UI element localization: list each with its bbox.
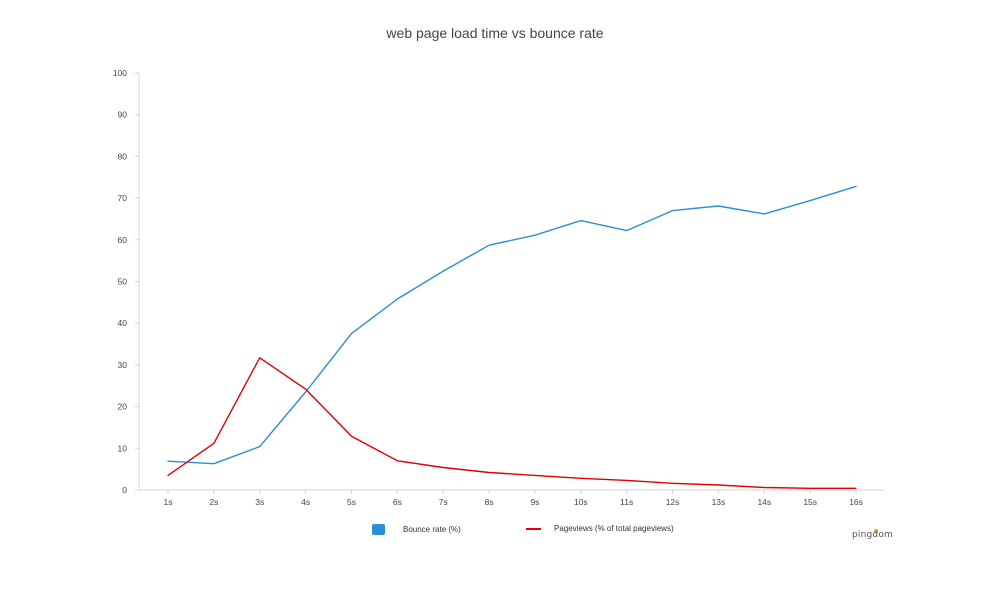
data-point-s1-7s bbox=[442, 466, 444, 468]
series-line-0 bbox=[167, 185, 857, 465]
x-tick-label-7s: 7s bbox=[439, 497, 448, 507]
y-tick-label-90: 90 bbox=[118, 110, 128, 120]
data-point-s0-6s bbox=[396, 298, 398, 300]
legend-label-bounce-rate: Bounce rate (%) bbox=[403, 525, 461, 534]
data-point-s1-2s bbox=[213, 442, 215, 444]
x-tick-label-5s: 5s bbox=[347, 497, 356, 507]
y-tick-label-70: 70 bbox=[118, 193, 128, 203]
data-point-s1-1s bbox=[167, 474, 169, 476]
y-tick-label-80: 80 bbox=[118, 151, 128, 161]
data-point-s1-6s bbox=[396, 460, 398, 462]
data-point-s1-9s bbox=[534, 474, 536, 476]
x-tick-label-14s: 14s bbox=[757, 497, 771, 507]
data-point-s0-7s bbox=[442, 270, 444, 272]
chart-legend: Bounce rate (%) Pageviews (% of total pa… bbox=[0, 524, 1000, 544]
y-tick-label-20: 20 bbox=[118, 402, 128, 412]
data-point-s0-13s bbox=[717, 205, 719, 207]
legend-swatch-bounce-rate bbox=[372, 524, 385, 535]
data-point-s0-8s bbox=[488, 244, 490, 246]
data-point-s0-4s bbox=[304, 391, 306, 393]
x-tick-label-6s: 6s bbox=[393, 497, 402, 507]
x-tick-label-2s: 2s bbox=[209, 497, 218, 507]
x-tick-label-15s: 15s bbox=[803, 497, 817, 507]
y-tick-label-0: 0 bbox=[122, 485, 127, 495]
data-point-s0-11s bbox=[626, 229, 628, 231]
data-point-s0-10s bbox=[580, 219, 582, 221]
x-tick-label-11s: 11s bbox=[620, 497, 633, 507]
data-point-s1-10s bbox=[580, 477, 582, 479]
data-point-s1-4s bbox=[304, 388, 306, 390]
x-tick-label-1s: 1s bbox=[164, 497, 173, 507]
y-tick-label-60: 60 bbox=[118, 235, 128, 245]
data-point-s1-3s bbox=[259, 357, 261, 359]
x-tick-label-10s: 10s bbox=[574, 497, 588, 507]
y-tick-label-30: 30 bbox=[118, 360, 128, 370]
data-point-s0-12s bbox=[671, 209, 673, 211]
x-tick-label-4s: 4s bbox=[301, 497, 310, 507]
x-tick-label-12s: 12s bbox=[666, 497, 680, 507]
data-point-s1-8s bbox=[488, 471, 490, 473]
data-point-s0-15s bbox=[809, 199, 811, 201]
legend-item-bounce-rate[interactable]: Bounce rate (%) bbox=[372, 524, 461, 535]
data-point-s1-13s bbox=[717, 484, 719, 486]
y-tick-label-50: 50 bbox=[118, 277, 128, 287]
y-tick-label-100: 100 bbox=[113, 68, 127, 78]
data-point-s0-16s bbox=[855, 185, 857, 187]
data-point-s0-1s bbox=[167, 460, 169, 462]
chart-title: web page load time vs bounce rate bbox=[386, 25, 604, 41]
data-point-s0-3s bbox=[259, 445, 261, 447]
data-point-s0-2s bbox=[213, 463, 215, 465]
pingdom-logo: pingdom bbox=[852, 530, 894, 540]
series-line-1 bbox=[167, 357, 857, 489]
x-tick-label-8s: 8s bbox=[485, 497, 494, 507]
data-point-s0-5s bbox=[350, 332, 352, 334]
data-point-s1-15s bbox=[809, 487, 811, 489]
pingdom-logo-dot bbox=[874, 529, 878, 533]
legend-swatch-pageviews bbox=[526, 527, 541, 530]
x-tick-label-3s: 3s bbox=[255, 497, 264, 507]
data-point-s1-11s bbox=[626, 479, 628, 481]
y-tick-label-10: 10 bbox=[118, 443, 128, 453]
x-tick-label-16s: 16s bbox=[849, 497, 863, 507]
x-tick-label-13s: 13s bbox=[712, 497, 726, 507]
data-point-s0-14s bbox=[763, 213, 765, 215]
y-tick-label-40: 40 bbox=[118, 318, 128, 328]
data-point-s1-5s bbox=[350, 435, 352, 437]
x-tick-label-9s: 9s bbox=[530, 497, 539, 507]
legend-item-pageviews[interactable]: Pageviews (% of total pageviews) bbox=[526, 524, 674, 533]
legend-label-pageviews: Pageviews (% of total pageviews) bbox=[554, 524, 674, 533]
data-point-s0-9s bbox=[534, 234, 536, 236]
data-point-s1-12s bbox=[671, 482, 673, 484]
data-point-s1-16s bbox=[855, 487, 857, 489]
data-point-s1-14s bbox=[763, 486, 765, 488]
